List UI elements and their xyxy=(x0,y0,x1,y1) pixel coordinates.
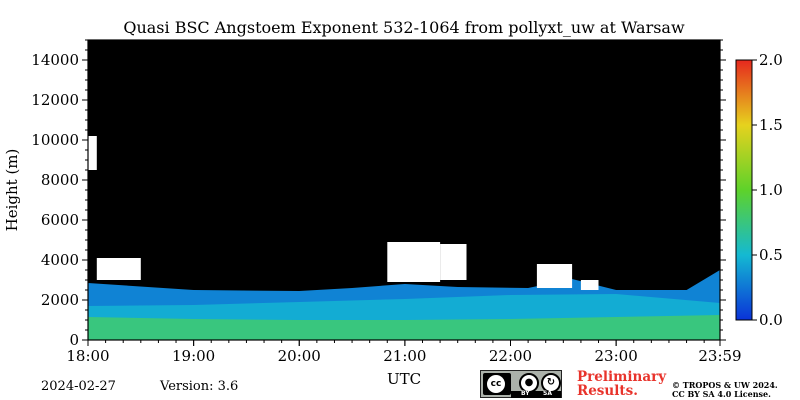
y-tick-label: 14000 xyxy=(31,51,79,69)
cc-by-text: BY xyxy=(521,390,530,397)
y-tick-label: 4000 xyxy=(41,251,79,269)
y-tick-label: 8000 xyxy=(41,171,79,189)
cloud-gaps xyxy=(88,136,599,290)
date-label: 2024-02-27 xyxy=(41,379,116,394)
colorbar-ticks: 0.0 0.5 1.0 1.5 2.0 xyxy=(752,51,783,329)
license-notice: © TROPOS & UW 2024. CC BY SA 4.0 License… xyxy=(672,381,778,399)
plot-area xyxy=(87,39,721,341)
x-tick-label: 18:00 xyxy=(66,347,109,365)
x-tick-label: 22:00 xyxy=(489,347,532,365)
cloud-gap-4 xyxy=(536,264,573,288)
y-axis-label: Height (m) xyxy=(3,149,21,232)
colorbar-tick-label: 2.0 xyxy=(759,51,783,69)
x-axis: 18:00 19:00 20:00 21:00 22:00 23:00 23:59 xyxy=(66,40,742,365)
colorbar-gradient xyxy=(735,59,753,321)
cc-badge-strip: BY SA xyxy=(511,390,561,398)
colorbar: 0.0 0.5 1.0 1.5 2.0 xyxy=(735,51,783,329)
x-tick-label: 19:00 xyxy=(172,347,215,365)
x-tick-label: 21:00 xyxy=(383,347,426,365)
x-axis-label: UTC xyxy=(387,370,421,388)
y-tick-label: 10000 xyxy=(31,131,79,149)
license-line-2: CC BY SA 4.0 License. xyxy=(672,389,771,399)
colorbar-tick-label: 0.5 xyxy=(759,246,783,264)
cloud-gap-2 xyxy=(387,242,441,282)
y-tick-label: 12000 xyxy=(31,91,79,109)
x-tick-label: 20:00 xyxy=(278,347,321,365)
y-tick-label: 0 xyxy=(69,331,79,349)
chart-title: Quasi BSC Angstoem Exponent 532-1064 fro… xyxy=(123,18,685,37)
cc-icon: cc xyxy=(486,374,506,394)
preliminary-line-2: Results. xyxy=(577,383,638,399)
colorbar-tick-label: 1.0 xyxy=(759,181,783,199)
colorbar-tick-label: 1.5 xyxy=(759,116,783,134)
y-tick-label: 6000 xyxy=(41,211,79,229)
cc-license-badge: cc ● ↻ BY SA xyxy=(480,370,562,398)
y-tick-label: 2000 xyxy=(41,291,79,309)
x-tick-label: 23:00 xyxy=(595,347,638,365)
preliminary-line-1: Preliminary xyxy=(577,369,667,385)
preliminary-notice: Preliminary Results. xyxy=(577,370,666,398)
x-tick-label: 23:59 xyxy=(698,347,741,365)
layer-low xyxy=(88,315,720,340)
cc-logo: cc xyxy=(483,373,511,395)
cloud-gap-3 xyxy=(440,244,467,280)
y-axis: 0 2000 4000 6000 8000 10000 12000 14000 xyxy=(31,39,726,349)
cloud-gap-1 xyxy=(96,258,141,280)
license-line-1: © TROPOS & UW 2024. xyxy=(672,380,778,390)
cc-sa-text: SA xyxy=(543,390,552,397)
cloud-gap-0 xyxy=(88,136,97,170)
cloud-gap-5 xyxy=(580,280,599,290)
version-label: Version: 3.6 xyxy=(160,379,239,394)
colorbar-tick-label: 0.0 xyxy=(759,311,783,329)
